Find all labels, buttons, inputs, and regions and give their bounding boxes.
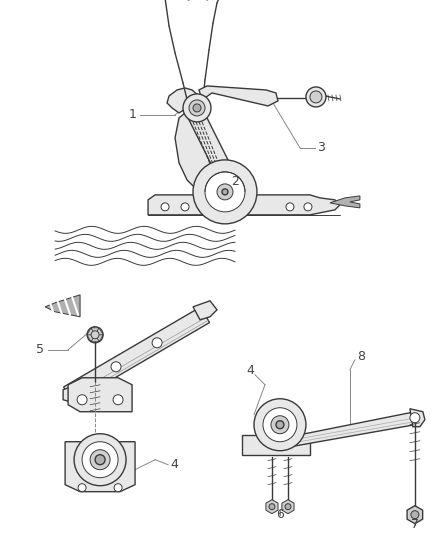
Polygon shape [87,335,95,342]
Polygon shape [63,385,80,403]
Circle shape [193,104,201,112]
Polygon shape [330,196,360,208]
Circle shape [285,504,291,510]
Polygon shape [407,506,423,523]
Text: 1: 1 [128,108,136,122]
Circle shape [90,450,110,470]
Polygon shape [87,328,95,335]
Polygon shape [242,435,310,455]
Circle shape [410,413,420,423]
Circle shape [222,189,228,195]
Circle shape [217,184,233,200]
Text: 4: 4 [170,458,178,471]
Circle shape [205,172,245,212]
Polygon shape [282,499,294,514]
Polygon shape [193,301,217,320]
Circle shape [95,455,105,465]
Polygon shape [148,195,340,215]
Circle shape [161,203,169,211]
Text: 4: 4 [246,364,254,377]
Text: 5: 5 [36,343,44,356]
Circle shape [181,203,189,211]
Text: 2: 2 [231,175,239,188]
Polygon shape [95,335,103,342]
Circle shape [82,442,118,478]
Circle shape [271,416,289,434]
Polygon shape [91,335,99,342]
Polygon shape [91,328,99,335]
Polygon shape [266,499,278,514]
Circle shape [286,203,294,211]
Circle shape [91,331,99,339]
Circle shape [78,483,86,491]
Polygon shape [95,328,103,335]
Circle shape [193,160,257,224]
Text: 7: 7 [411,518,419,531]
Circle shape [269,504,275,510]
Circle shape [74,434,126,486]
Text: 8: 8 [357,350,365,364]
Circle shape [114,483,122,491]
Polygon shape [410,409,425,427]
Circle shape [263,408,297,442]
Circle shape [276,421,284,429]
Polygon shape [175,113,215,188]
Polygon shape [65,442,135,491]
Circle shape [254,399,306,451]
Circle shape [152,338,162,348]
Circle shape [113,395,123,405]
Polygon shape [199,86,278,106]
Circle shape [189,100,205,116]
Circle shape [111,362,121,372]
Polygon shape [167,88,202,113]
Polygon shape [185,113,240,197]
Circle shape [411,511,419,519]
Circle shape [306,87,326,107]
Circle shape [77,395,87,405]
Text: 3: 3 [317,141,325,155]
Text: 6: 6 [276,508,284,521]
Polygon shape [68,378,132,411]
Polygon shape [285,411,415,448]
Polygon shape [45,295,80,317]
Circle shape [310,91,322,103]
Polygon shape [64,307,209,402]
Circle shape [304,203,312,211]
Circle shape [183,94,211,122]
